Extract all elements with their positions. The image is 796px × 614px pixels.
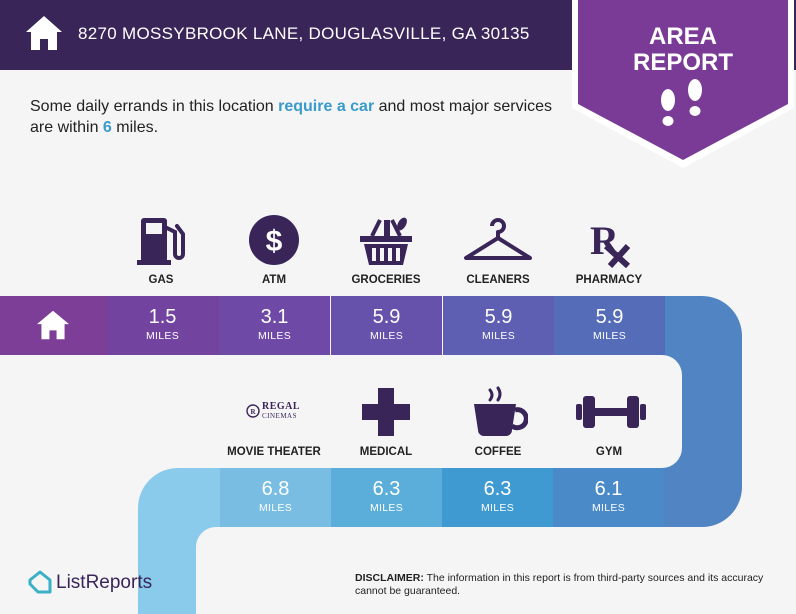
- regal-logo-text: REGAL: [262, 401, 301, 412]
- grocery-basket-icon: [360, 217, 412, 265]
- distance-unit: MILES: [592, 330, 626, 342]
- intro-text: Some daily errands in this location requ…: [30, 98, 553, 136]
- dollar-icon: $: [249, 215, 299, 265]
- distance-cell: 6.8 MILES: [220, 468, 331, 527]
- brand-name: ListReports: [56, 572, 153, 593]
- distance-value: 5.9: [595, 306, 624, 328]
- home-icon: [37, 310, 69, 340]
- distance-unit: MILES: [481, 330, 515, 342]
- distance-unit: MILES: [591, 502, 625, 514]
- distance-cell: 1.5 MILES: [107, 296, 218, 355]
- svg-text:$: $: [266, 225, 283, 258]
- distance-value: 6.8: [261, 478, 290, 500]
- regal-cinemas-logo: R REGAL CINEMAS: [240, 398, 310, 426]
- category-label: MOVIE THEATER: [227, 446, 321, 458]
- distance-value: 1.5: [148, 306, 177, 328]
- distance-unit: MILES: [257, 330, 291, 342]
- property-address: 8270 MOSSYBROOK LANE, DOUGLASVILLE, GA 3…: [78, 24, 530, 43]
- category-label: GROCERIES: [351, 274, 421, 286]
- badge-line2: REPORT: [633, 49, 733, 76]
- distance-value: 5.9: [372, 306, 401, 328]
- category-label: GYM: [595, 446, 623, 458]
- category-label: GAS: [148, 274, 174, 286]
- rx-icon: R: [590, 218, 631, 268]
- distance-value: 6.3: [372, 478, 401, 500]
- area-report-badge: AREA REPORT: [572, 0, 794, 168]
- home-icon: [26, 16, 62, 50]
- disclaimer: DISCLAIMER: The information in this repo…: [355, 572, 764, 597]
- badge-line1: AREA: [649, 23, 717, 50]
- category-label: MEDICAL: [359, 446, 413, 458]
- svg-text:R: R: [250, 408, 256, 416]
- gas-pump-icon: [137, 218, 185, 265]
- distance-value: 6.3: [483, 478, 512, 500]
- distance-unit: MILES: [258, 502, 292, 514]
- distance-cell: 3.1 MILES: [219, 296, 330, 355]
- category-label: COFFEE: [474, 446, 522, 458]
- distance-unit: MILES: [480, 502, 514, 514]
- distance-value: 6.1: [594, 478, 623, 500]
- coffee-cup-icon: [474, 386, 528, 436]
- distance-cell: 6.3 MILES: [442, 468, 553, 527]
- category-label: ATM: [261, 274, 287, 286]
- distance-unit: MILES: [369, 330, 403, 342]
- distance-value: 5.9: [484, 306, 513, 328]
- listreports-logo-icon: [28, 570, 52, 594]
- distance-cell: 6.3 MILES: [331, 468, 442, 527]
- regal-crown-icon: R: [246, 404, 260, 418]
- distance-unit: MILES: [369, 502, 403, 514]
- category-label: CLEANERS: [466, 274, 530, 286]
- distance-cell: 5.9 MILES: [443, 296, 554, 355]
- category-label: PHARMACY: [575, 274, 643, 286]
- footprints-icon: [661, 79, 702, 126]
- distance-value: 3.1: [260, 306, 289, 328]
- distance-cell: 6.1 MILES: [553, 468, 664, 527]
- distance-cell: 5.9 MILES: [331, 296, 442, 355]
- hanger-icon: [464, 218, 532, 260]
- distance-unit: MILES: [145, 330, 179, 342]
- distance-cell: 5.9 MILES: [554, 296, 665, 355]
- medical-cross-icon: [362, 388, 410, 436]
- regal-logo-subtext: CINEMAS: [262, 412, 298, 420]
- dumbbell-icon: [576, 396, 646, 428]
